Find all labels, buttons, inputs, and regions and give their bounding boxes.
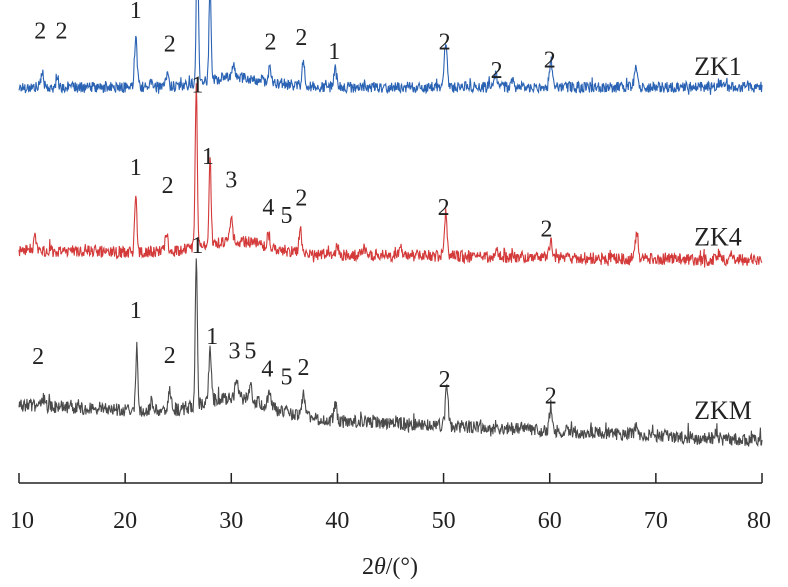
x-tick-label: 20 [113,508,137,534]
peak-label: 5 [280,365,292,391]
series-zk1: 221211221222ZK1 [18,0,763,95]
peak-label: 4 [262,195,274,221]
peak-label: 2 [541,217,553,243]
peak-label: 2 [439,367,451,393]
peak-label: 5 [280,203,292,229]
peak-label: 2 [544,48,556,74]
peak-label: 1 [202,144,214,170]
peak-label: 2 [164,32,176,58]
peak-label: 3 [225,168,237,194]
series-line-zk4 [18,83,763,268]
peak-label: 1 [328,39,340,65]
x-tick-label: 50 [432,508,456,534]
peak-label: 1 [191,233,203,259]
x-tick-label: 80 [747,508,771,534]
peak-label: 2 [295,186,307,212]
x-tick-label: 40 [325,508,349,534]
series-line-zkm [18,258,763,448]
peak-label: 2 [32,344,44,370]
x-axis-title-unit: /(°) [386,554,418,580]
series-name-label: ZK1 [694,52,742,81]
series-name-label: ZK4 [694,223,742,252]
x-axis-title-theta: θ [374,554,386,580]
peak-label: 2 [162,173,174,199]
peak-label: 2 [297,355,309,381]
x-tick-label: 30 [219,508,243,534]
peak-label: 2 [439,30,451,56]
series-name-label: ZKM [694,396,752,425]
peak-label: 2 [438,195,450,221]
peak-label: 5 [244,339,256,365]
peak-label: 1 [191,73,203,99]
series-line-zk1 [18,0,763,95]
x-axis-title-prefix: 2 [362,554,374,580]
peak-label: 2 [34,19,46,45]
peak-label: 3 [228,339,240,365]
x-axis-title: 2θ/(°) [362,554,418,580]
x-tick-label: 10 [10,508,34,534]
peak-label: 1 [130,298,142,324]
peak-label: 1 [130,0,142,24]
peak-label: 2 [164,343,176,369]
peak-label: 2 [295,25,307,51]
plot-area: 221211221222ZK11211345222ZK4212113545222… [18,0,763,448]
x-tick-label: 70 [644,508,668,534]
peak-label: 1 [130,155,142,181]
peak-label: 1 [206,324,218,350]
peak-label: 2 [545,384,557,410]
peak-label: 4 [261,357,273,383]
x-axis-ticks: 10 20 30 40 50 60 70 80 [10,473,771,534]
peak-label: 2 [491,58,503,84]
x-tick-label: 60 [538,508,562,534]
x-axis: 10 20 30 40 50 60 70 80 [10,473,771,534]
peak-label: 2 [55,19,67,45]
peak-label: 2 [265,30,277,56]
